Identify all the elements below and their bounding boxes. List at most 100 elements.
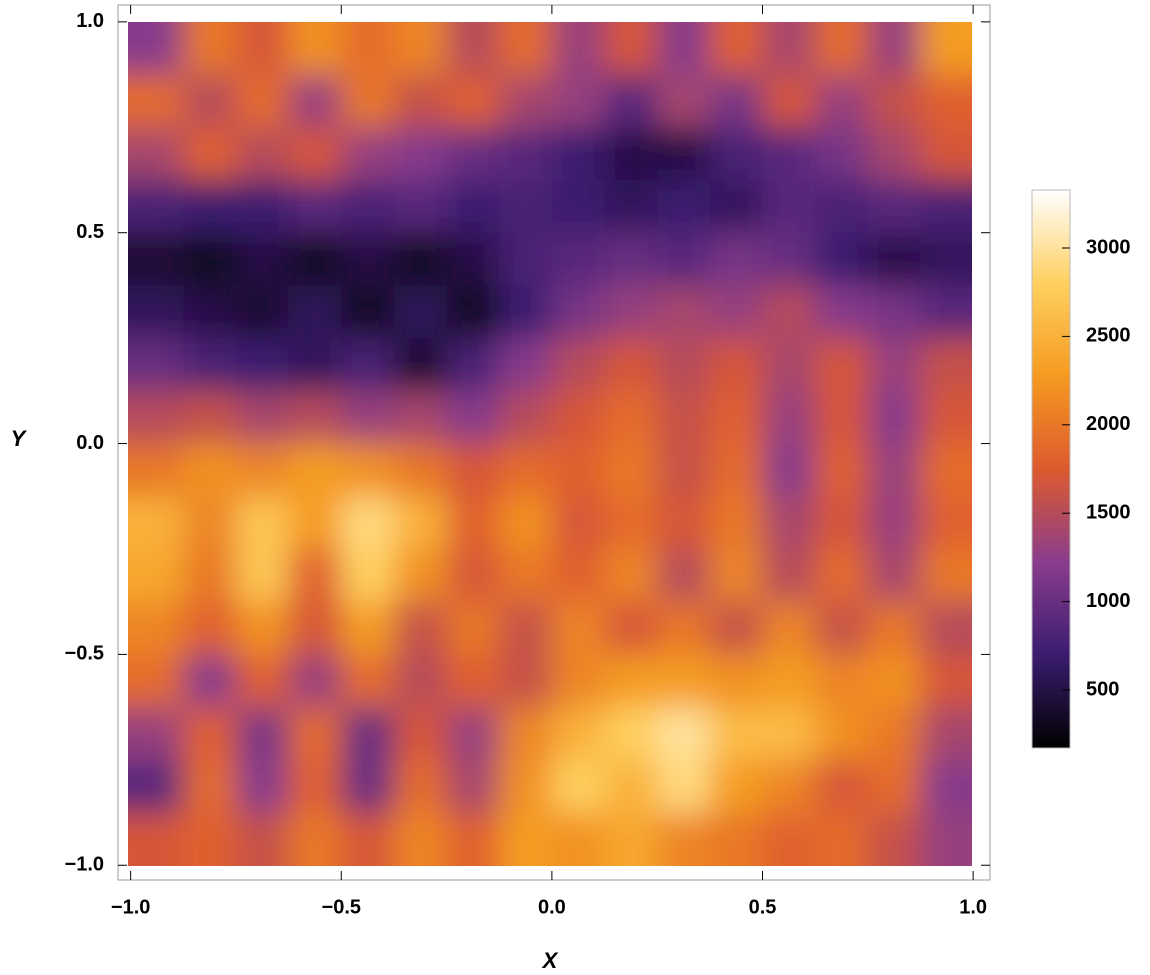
heat-cell xyxy=(762,22,816,76)
heat-cell xyxy=(709,127,764,181)
heat-cell xyxy=(604,22,658,76)
frame xyxy=(117,4,991,881)
heat-cell xyxy=(815,285,869,339)
heat-cell xyxy=(183,548,237,603)
colorbar-tick-label: 2000 xyxy=(1086,413,1131,435)
heat-cell xyxy=(341,812,395,866)
heat-cell xyxy=(815,812,869,866)
heat-cell xyxy=(604,74,658,128)
heat-cell xyxy=(235,285,290,339)
heat-cell xyxy=(288,443,342,497)
heat-cell xyxy=(499,496,553,550)
heat-cell xyxy=(657,496,711,550)
heat-cell xyxy=(183,654,237,708)
heat-cell xyxy=(657,443,711,497)
x-tick-label: −1.0 xyxy=(111,896,150,918)
heat-cell xyxy=(867,759,921,814)
heat-cell xyxy=(288,654,342,708)
heat-cell xyxy=(341,654,395,708)
heat-cell xyxy=(551,548,606,603)
heat-cell xyxy=(709,654,764,708)
x-tick-label: −0.5 xyxy=(322,896,361,918)
heat-cell xyxy=(393,443,448,497)
heat-cell xyxy=(183,601,237,655)
heat-cell xyxy=(446,496,500,550)
heat-cell xyxy=(867,232,921,286)
heat-cell xyxy=(709,22,764,76)
heat-cell xyxy=(657,285,711,339)
heat-cell xyxy=(815,180,869,234)
heat-cell xyxy=(288,390,342,445)
heat-cell xyxy=(288,338,342,392)
heat-cell xyxy=(762,338,816,392)
heat-cell xyxy=(128,654,184,708)
heat-cell xyxy=(446,654,500,708)
heat-cell xyxy=(341,232,395,286)
heat-cell xyxy=(867,548,921,603)
heat-cell xyxy=(551,127,606,181)
heat-cell xyxy=(393,390,448,445)
heat-cell xyxy=(920,74,972,128)
heat-cell xyxy=(920,812,972,866)
heat-cell xyxy=(499,443,553,497)
heat-cell xyxy=(235,759,290,814)
colorbar-tick-label: 2500 xyxy=(1086,325,1131,347)
heat-cell xyxy=(393,496,448,550)
heat-cell xyxy=(499,601,553,655)
heat-cell xyxy=(235,654,290,708)
heat-cell xyxy=(288,812,342,866)
heat-cell xyxy=(341,180,395,234)
heat-cell xyxy=(762,601,816,655)
heat-cell xyxy=(341,548,395,603)
heat-cell xyxy=(499,548,553,603)
heat-cell xyxy=(551,390,606,445)
heat-cell xyxy=(288,496,342,550)
heat-cell xyxy=(128,338,184,392)
heat-cell xyxy=(235,601,290,655)
heat-cell xyxy=(920,601,972,655)
heat-cell xyxy=(604,548,658,603)
heat-cell xyxy=(867,285,921,339)
heat-cell xyxy=(762,285,816,339)
heat-cell xyxy=(657,390,711,445)
heat-cell xyxy=(128,232,184,286)
heat-cell xyxy=(499,812,553,866)
heat-cell xyxy=(446,601,500,655)
heat-cell xyxy=(815,601,869,655)
heat-cell xyxy=(446,22,500,76)
heat-cell xyxy=(393,232,448,286)
colorbar-tick-label: 500 xyxy=(1086,678,1119,700)
heat-cell xyxy=(393,285,448,339)
y-axis-title: Y xyxy=(11,426,28,451)
heat-cell xyxy=(128,390,184,445)
heat-cell xyxy=(920,548,972,603)
heat-cell xyxy=(288,601,342,655)
colorbar-tick-label: 1500 xyxy=(1086,501,1131,523)
heat-cell xyxy=(183,338,237,392)
heat-cell xyxy=(604,443,658,497)
heat-cell xyxy=(499,390,553,445)
heat-cell xyxy=(762,180,816,234)
heat-cell xyxy=(709,338,764,392)
heat-cell xyxy=(604,338,658,392)
x-axis-title: X xyxy=(541,948,559,973)
heat-cell xyxy=(288,285,342,339)
heat-cell xyxy=(128,548,184,603)
heat-cell xyxy=(393,759,448,814)
heat-cell xyxy=(709,812,764,866)
colorbar xyxy=(1031,189,1071,749)
heat-cell xyxy=(815,759,869,814)
heat-cell xyxy=(657,601,711,655)
heat-cell xyxy=(499,654,553,708)
heat-cell xyxy=(657,338,711,392)
heat-cell xyxy=(341,127,395,181)
heat-cell xyxy=(235,127,290,181)
heat-cell xyxy=(867,22,921,76)
heat-cell xyxy=(657,74,711,128)
heat-cell xyxy=(446,285,500,339)
heat-cell xyxy=(709,548,764,603)
heat-cell xyxy=(499,127,553,181)
heat-cell xyxy=(604,812,658,866)
heat-cell xyxy=(341,601,395,655)
heat-cell xyxy=(128,180,184,234)
